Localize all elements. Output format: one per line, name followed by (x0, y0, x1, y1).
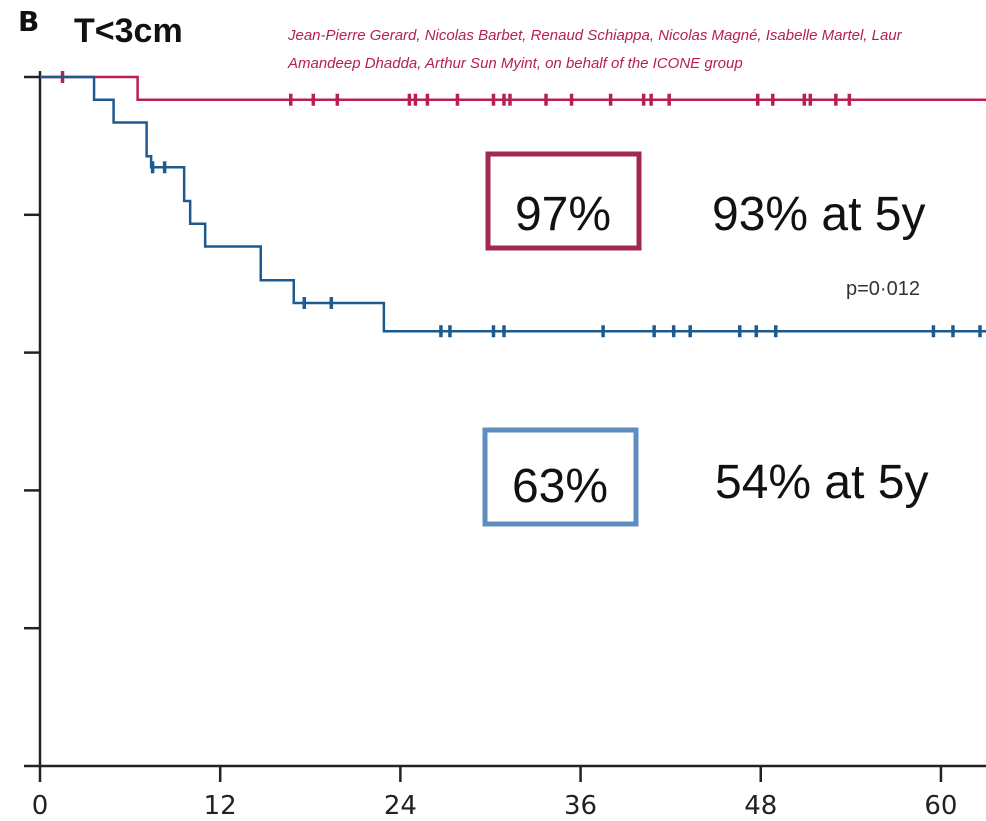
axes: 0 12 24 36 48 60 (24, 71, 986, 821)
x-tick-label: 24 (384, 791, 417, 821)
authors-line-2: Amandeep Dhadda, Arthur Sun Myint, on be… (287, 55, 743, 72)
series-1-line (40, 75, 986, 101)
x-tick-label: 0 (32, 791, 49, 821)
series-2-line (40, 75, 986, 333)
blue-percent-box (482, 427, 639, 527)
p-value-label: p=0·012 (846, 278, 920, 300)
authors-line-1: Jean-Pierre Gerard, Nicolas Barbet, Rena… (287, 27, 903, 44)
chart-title: T<3cm (74, 12, 183, 50)
series-layer (40, 71, 986, 338)
blue-5y-label: 54% at 5y (715, 456, 928, 509)
panel-letter: B (18, 5, 39, 38)
x-tick-label: 12 (204, 791, 237, 821)
x-tick-label: 36 (564, 791, 597, 821)
red-percent-label: 97% (515, 188, 611, 241)
blue-percent-label: 63% (512, 460, 608, 513)
red-5y-label: 93% at 5y (712, 188, 925, 241)
x-tick-label: 60 (924, 791, 957, 821)
x-tick-label: 48 (744, 791, 777, 821)
red-percent-box (485, 151, 642, 251)
